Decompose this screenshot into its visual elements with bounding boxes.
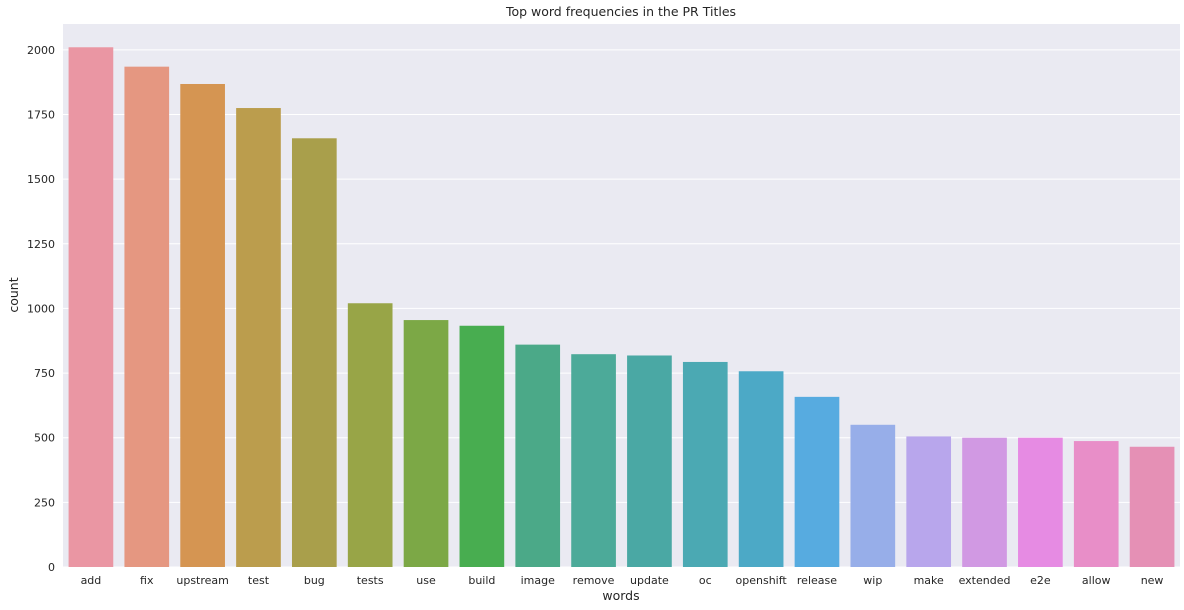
x-tick-label-test: test: [248, 574, 270, 587]
x-tick-label-tests: tests: [357, 574, 384, 587]
x-tick-label-extended: extended: [959, 574, 1011, 587]
y-tick-labels: 0 250 500 750 1000 1250 1500 1750 2000: [27, 44, 55, 574]
bar-update: [627, 355, 672, 567]
x-tick-label-use: use: [416, 574, 436, 587]
bar-e2e: [1018, 437, 1063, 567]
x-tick-labels: add fix upstream test bug tests use build image r…: [81, 574, 1164, 587]
bar-use: [403, 320, 449, 567]
y-tick-label: 1000: [27, 302, 55, 315]
bar-build: [459, 325, 505, 567]
x-tick-label-build: build: [468, 574, 495, 587]
x-tick-label-release: release: [797, 574, 837, 587]
x-tick-label-wip: wip: [863, 574, 882, 587]
bar-extended: [962, 437, 1007, 567]
y-axis-label: count: [6, 277, 21, 312]
y-tick-label: 750: [34, 367, 55, 380]
bar-fix: [124, 66, 170, 568]
x-axis-label: words: [602, 588, 639, 603]
bar-remove: [571, 354, 616, 567]
x-tick-label-remove: remove: [573, 574, 615, 587]
x-tick-label-oc: oc: [699, 574, 712, 587]
y-tick-label: 500: [34, 432, 55, 445]
y-tick-label: 250: [34, 496, 55, 509]
x-tick-label-add: add: [81, 574, 102, 587]
y-tick-label: 2000: [27, 44, 55, 57]
bar-bug: [291, 138, 337, 567]
y-tick-label: 1500: [27, 173, 55, 186]
x-tick-label-fix: fix: [140, 574, 154, 587]
bar-add: [68, 47, 114, 568]
bar-upstream: [180, 83, 225, 567]
chart-title: Top word frequencies in the PR Titles: [505, 4, 736, 19]
bar-allow: [1073, 441, 1119, 567]
bar-tests: [347, 303, 393, 567]
x-tick-label-openshift: openshift: [736, 574, 788, 587]
x-tick-label-image: image: [521, 574, 555, 587]
y-tick-label: 0: [48, 561, 55, 574]
bars: [68, 47, 1175, 568]
x-tick-label-allow: allow: [1082, 574, 1111, 587]
bar-wip: [850, 424, 896, 567]
x-tick-label-make: make: [914, 574, 944, 587]
plot-background: [63, 24, 1180, 567]
bar-image: [515, 344, 561, 567]
x-tick-label-update: update: [630, 574, 669, 587]
bar-test: [236, 108, 281, 568]
bar-release: [794, 396, 840, 567]
bar-new: [1129, 446, 1175, 567]
bar-oc: [682, 361, 728, 567]
bar-make: [906, 436, 952, 567]
y-tick-label: 1250: [27, 238, 55, 251]
y-tick-label: 1750: [27, 109, 55, 122]
bar-openshift: [738, 371, 784, 567]
x-tick-label-e2e: e2e: [1030, 574, 1051, 587]
x-tick-label-new: new: [1141, 574, 1164, 587]
x-tick-label-bug: bug: [304, 574, 325, 587]
x-tick-label-upstream: upstream: [176, 574, 229, 587]
